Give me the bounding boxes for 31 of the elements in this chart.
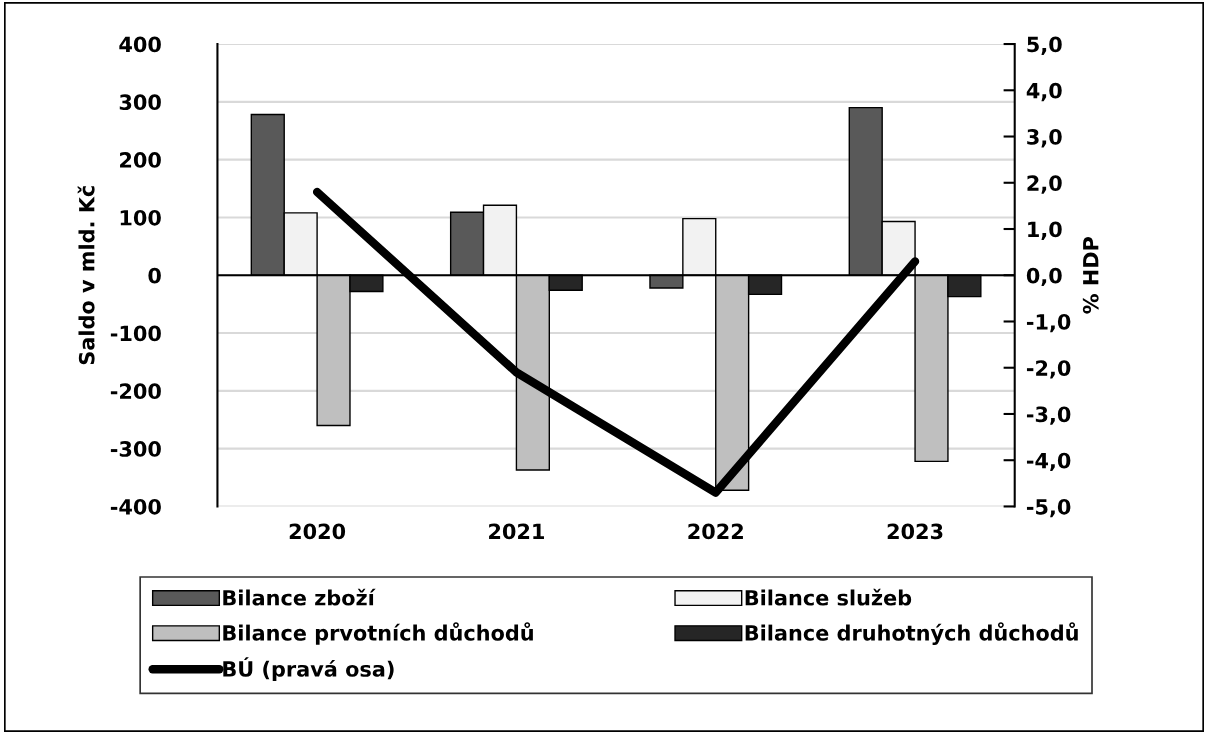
y2-axis-title: % HDP	[1082, 237, 1099, 314]
x-tick-label: 2023	[887, 523, 943, 540]
y2-tick-label: -2,0	[1026, 360, 1071, 379]
y-axis-title: Saldo v mld. Kč	[77, 185, 95, 365]
y-tick-label: -400	[110, 498, 161, 515]
y-tick-label: 100	[120, 209, 161, 226]
y2-tick-label: 0,0	[1026, 267, 1062, 287]
y-tick-label: -100	[110, 325, 161, 342]
y2-tick-label: -5,0	[1026, 498, 1071, 518]
legend-label: BÚ (pravá osa)	[223, 657, 394, 681]
y-tick-label: -300	[110, 441, 161, 457]
y-tick-label: 400	[119, 36, 161, 53]
y2-tick-label: -3,0	[1026, 406, 1071, 425]
legend-label: Bilance druhotných důchodů	[745, 622, 1078, 645]
y-tick-label: 0	[148, 267, 161, 284]
y2-tick-label: -4,0	[1026, 452, 1071, 472]
y2-tick-label: -1,0	[1026, 313, 1071, 333]
y2-tick-label: 4,0	[1026, 82, 1062, 102]
x-tick-label: 2021	[489, 523, 544, 540]
legend-label: Bilance zboží	[223, 588, 376, 606]
legend-label: Bilance služeb	[745, 588, 912, 606]
y2-tick-label: 3,0	[1027, 128, 1062, 148]
x-tick-label: 2022	[688, 523, 743, 540]
legend-label: Bilance prvotních důchodů	[223, 622, 533, 645]
y-tick-label: 300	[119, 94, 161, 111]
x-tick-label: 2020	[289, 523, 346, 540]
y2-tick-label: 2,0	[1027, 175, 1062, 194]
y-tick-label: -200	[110, 383, 161, 400]
y2-tick-label: 5,0	[1027, 36, 1062, 55]
y2-tick-label: 1,0	[1028, 221, 1062, 240]
y-tick-label: 200	[120, 152, 161, 168]
